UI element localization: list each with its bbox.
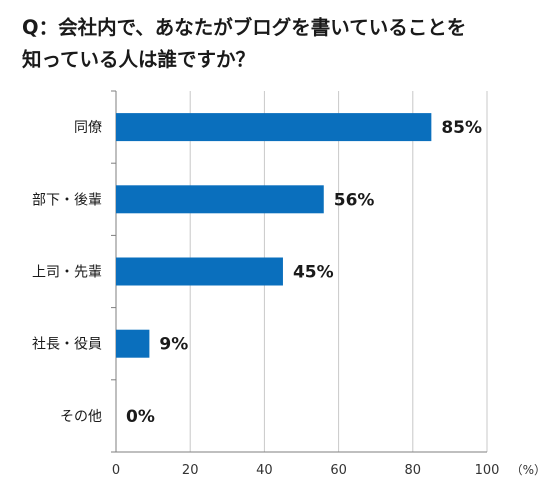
x-tick-label-80: 80 [405, 463, 422, 478]
value-label-3: 9% [159, 335, 188, 355]
category-label-3: 社長・役員 [32, 337, 102, 353]
bar-2 [116, 257, 283, 286]
value-label-2: 45% [293, 263, 334, 283]
bar-0 [116, 113, 432, 142]
value-label-0: 85% [441, 118, 482, 138]
value-label-1: 56% [334, 190, 375, 210]
x-tick-label-40: 40 [256, 463, 273, 478]
x-tick-label-100: 100 [475, 463, 500, 478]
chart-title-line-1: Q：会社内で、あなたがブログを書いていることを [22, 16, 467, 39]
category-label-1: 部下・後輩 [32, 192, 102, 208]
category-label-2: 上司・先輩 [32, 265, 102, 281]
x-tick-label-60: 60 [330, 463, 347, 478]
x-tick-label-0: 0 [112, 463, 120, 478]
category-label-4: その他 [60, 409, 102, 425]
chart-title: Q：会社内で、あなたがブログを書いていることを 知っている人は誰ですか？ [22, 12, 552, 76]
chart-title-line-2: 知っている人は誰ですか？ [22, 48, 256, 71]
value-label-4: 0% [126, 407, 155, 427]
x-unit-label: （%） [511, 463, 546, 477]
bar-3 [116, 329, 150, 358]
category-label-0: 同僚 [74, 120, 102, 136]
x-tick-label-20: 20 [182, 463, 199, 478]
bar-1 [116, 185, 324, 214]
